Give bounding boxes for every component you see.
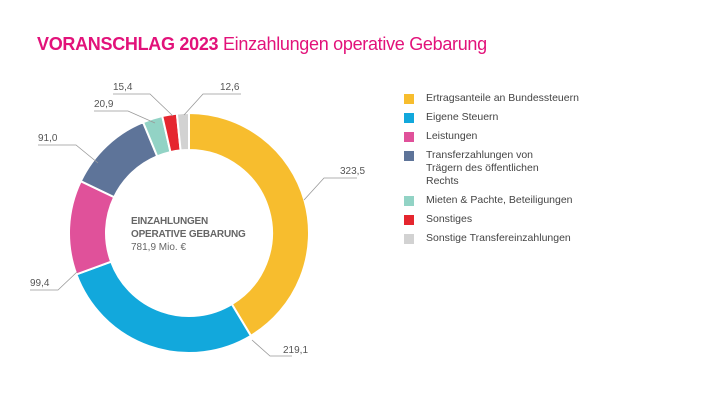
data-label: 323,5 (340, 166, 365, 177)
leader-line (30, 271, 78, 291)
legend-item: Leistungen (404, 130, 579, 143)
legend-swatch (404, 234, 414, 244)
legend-swatch (404, 113, 414, 123)
legend-label: Mieten & Pachte, Beteiligungen (426, 194, 573, 206)
donut-slice (175, 111, 190, 152)
leader-line (38, 144, 99, 164)
legend-label: Eigene Steuern (426, 111, 499, 123)
donut-slice (68, 179, 116, 276)
legend: Ertragsanteile an Bundessteuern Eigene St… (404, 92, 579, 251)
data-label: 12,6 (220, 82, 240, 93)
center-line2: OPERATIVE GEBARUNG (131, 229, 246, 240)
donut-slice (188, 111, 310, 338)
leader-line (251, 339, 292, 357)
legend-item: Mieten & Pachte, Beteiligungen (404, 194, 579, 207)
leader-line (303, 177, 357, 201)
legend-swatch (404, 215, 414, 225)
data-label: 20,9 (94, 99, 114, 110)
legend-label: Sonstige Transfereinzahlungen (426, 232, 571, 244)
data-label: 99,4 (30, 278, 50, 289)
title-bold: VORANSCHLAG 2023 (37, 34, 219, 54)
legend-label: Transferzahlungen von Trägern des öffent… (426, 149, 539, 187)
legend-swatch (404, 94, 414, 104)
legend-swatch (404, 196, 414, 206)
leader-line (113, 93, 174, 117)
leader-line (94, 110, 156, 124)
center-line1: EINZAHLUNGEN (131, 216, 209, 227)
data-label: 91,0 (38, 133, 58, 144)
center-label: EINZAHLUNGEN OPERATIVE GEBARUNG 781,9 Mi… (131, 215, 246, 254)
legend-item: Transferzahlungen von Trägern des öffent… (404, 149, 579, 188)
data-label: 219,1 (283, 345, 308, 356)
legend-swatch (404, 151, 414, 161)
legend-label: Sonstiges (426, 213, 473, 225)
legend-item: Eigene Steuern (404, 111, 579, 124)
legend-item: Ertragsanteile an Bundessteuern (404, 92, 579, 105)
title-rest: Einzahlungen operative Gebarung (222, 34, 487, 54)
donut-slice (75, 260, 253, 354)
leader-line (183, 93, 241, 116)
data-label: 15,4 (113, 82, 133, 93)
donut-slice (79, 120, 159, 199)
center-total: 781,9 Mio. € (131, 242, 187, 253)
legend-item: Sonstiges (404, 213, 579, 226)
chart-title: VORANSCHLAG 2023 Einzahlungen operative … (37, 34, 487, 55)
legend-swatch (404, 132, 414, 142)
legend-item: Sonstige Transfereinzahlungen (404, 232, 579, 245)
legend-label: Leistungen (426, 130, 478, 142)
legend-label: Ertragsanteile an Bundessteuern (426, 92, 579, 104)
